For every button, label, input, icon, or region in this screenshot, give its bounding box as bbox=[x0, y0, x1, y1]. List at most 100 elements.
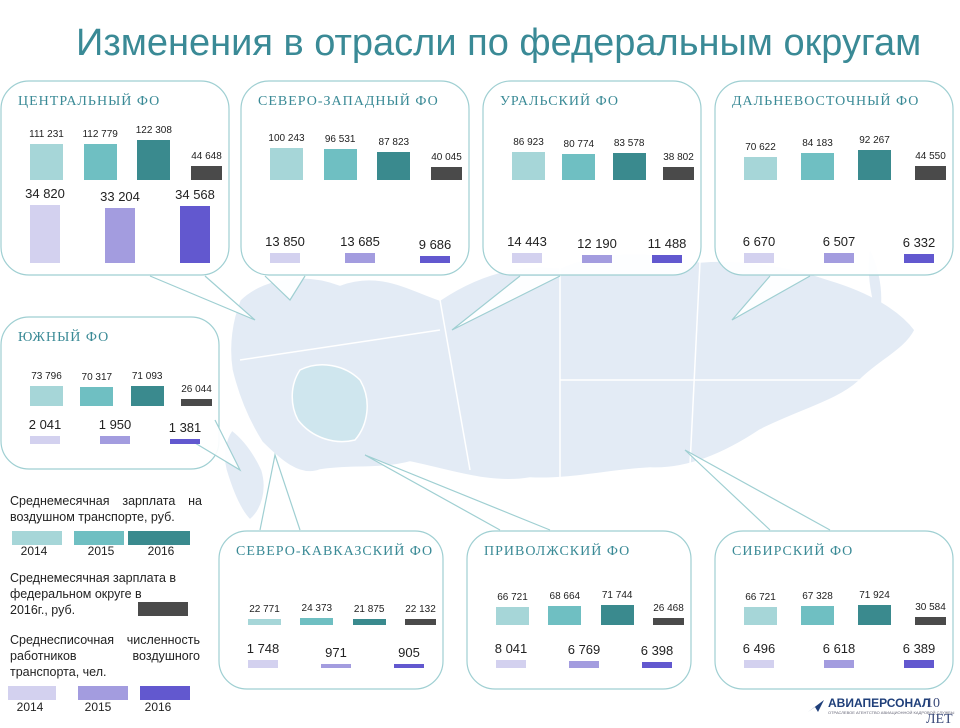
logo-subtitle: ОТРАСЛЕВОЕ АГЕНТСТВО АВИАЦИОННОЙ КАДРОВО… bbox=[828, 710, 955, 715]
balloon-3 bbox=[714, 80, 954, 276]
district-title: ЦЕНТРАЛЬНЫЙ ФО bbox=[18, 94, 161, 109]
district-title: ПРИВОЛЖСКИЙ ФО bbox=[484, 544, 631, 559]
map-volga-region bbox=[291, 364, 368, 443]
salary-bar bbox=[858, 605, 891, 625]
headcount-bar bbox=[904, 253, 934, 263]
headcount-bar bbox=[170, 438, 200, 444]
legend-district-label: Среднемесячная зарплата в федеральном ок… bbox=[10, 571, 177, 617]
headcount-bar bbox=[582, 254, 612, 263]
salary-value-label: 71 744 bbox=[601, 590, 633, 602]
salary-value-label: 21 875 bbox=[353, 603, 385, 615]
salary-value-label: 80 774 bbox=[563, 138, 595, 150]
salary-value-label: 87 823 bbox=[378, 136, 410, 148]
balloon-5 bbox=[218, 530, 444, 690]
salary-value-label: 26 468 bbox=[653, 602, 684, 614]
balloon-pointer-3 bbox=[731, 275, 811, 321]
salary-bar bbox=[496, 606, 529, 625]
headcount-value-label: 1 381 bbox=[168, 419, 202, 435]
headcount-bar bbox=[420, 256, 450, 263]
headcount-bar bbox=[744, 253, 774, 263]
headcount-value-label: 9 686 bbox=[418, 237, 452, 252]
headcount-bar bbox=[270, 253, 300, 263]
headcount-value-label: 6 769 bbox=[567, 642, 601, 658]
legend-headcount-label: Среднесписочная численность работников в… bbox=[10, 633, 200, 679]
legend-headcount-2016-year: 2016 bbox=[144, 700, 172, 714]
salary-value-label: 22 771 bbox=[249, 603, 280, 615]
headcount-bar bbox=[105, 207, 135, 263]
salary-value-label: 83 578 bbox=[613, 137, 645, 149]
salary-bar bbox=[30, 144, 63, 180]
headcount-bar bbox=[652, 255, 682, 263]
district-title: ДАЛЬНЕВОСТОЧНЫЙ ФО bbox=[732, 94, 920, 109]
balloon-pointer-0 bbox=[149, 275, 256, 321]
headcount-bar bbox=[824, 253, 854, 263]
salary-value-label: 40 045 bbox=[431, 152, 462, 164]
district-title: ЮЖНЫЙ ФО bbox=[18, 330, 110, 345]
district-panel: СЕВЕРО-КАВКАЗСКИЙ ФО 22 771 24 373 21 875 22… bbox=[218, 530, 444, 690]
salary-bar bbox=[405, 618, 436, 625]
map-grid-4 bbox=[239, 329, 441, 361]
salary-bar bbox=[300, 618, 334, 625]
legend-salary-2015-year: 2015 bbox=[87, 544, 115, 558]
salary-value-label: 44 648 bbox=[191, 150, 222, 162]
headcount-value-label: 6 496 bbox=[742, 641, 776, 657]
salary-bar bbox=[512, 151, 545, 180]
salary-bar bbox=[744, 606, 777, 625]
salary-value-label: 70 317 bbox=[81, 371, 113, 383]
salary-bar bbox=[915, 616, 946, 625]
headcount-bar bbox=[248, 660, 278, 668]
legend-salary-2014-year: 2014 bbox=[20, 544, 48, 558]
salary-bar bbox=[915, 165, 946, 180]
salary-value-label: 26 044 bbox=[181, 383, 212, 395]
salary-bar bbox=[270, 147, 303, 180]
salary-bar bbox=[83, 143, 117, 180]
headcount-value-label: 971 bbox=[325, 644, 347, 660]
page-title: Изменения в отрасли по федеральным округ… bbox=[76, 22, 922, 64]
salary-value-label: 66 721 bbox=[497, 591, 528, 603]
balloon-pointer-5 bbox=[259, 452, 301, 531]
district-panel: ЦЕНТРАЛЬНЫЙ ФО 111 231 112 779 122 308 44 64… bbox=[0, 80, 230, 276]
headcount-value-label: 1 748 bbox=[246, 641, 280, 656]
salary-value-label: 100 243 bbox=[268, 132, 305, 144]
headcount-bar bbox=[824, 660, 854, 668]
district-title: СЕВЕРО-ЗАПАДНЫЙ ФО bbox=[258, 94, 439, 109]
legend-salary-label: Среднемесячная зарплата на воздушном тра… bbox=[10, 494, 202, 524]
salary-value-label: 73 796 bbox=[31, 370, 62, 382]
salary-bar bbox=[352, 618, 386, 625]
balloon-pointer-7 bbox=[684, 449, 831, 531]
balloon-7 bbox=[714, 530, 954, 690]
salary-bar bbox=[663, 167, 694, 180]
salary-value-label: 38 802 bbox=[663, 152, 694, 164]
salary-value-label: 92 267 bbox=[859, 135, 890, 147]
salary-bar bbox=[137, 140, 171, 180]
district-panel: СЕВЕРО-ЗАПАДНЫЙ ФО 100 243 96 531 87 823 40 … bbox=[240, 80, 470, 276]
salary-value-label: 84 183 bbox=[802, 137, 833, 149]
headcount-bar bbox=[345, 253, 375, 263]
company-logo: АВИАПЕРСОНАЛ ОТРАСЛЕВОЕ АГЕНТСТВО АВИАЦИ… bbox=[806, 694, 956, 727]
salary-bar bbox=[248, 618, 281, 625]
headcount-value-label: 13 850 bbox=[265, 234, 305, 249]
balloon-pointer-4 bbox=[189, 419, 242, 472]
district-panel: СИБИРСКИЙ ФО 66 721 67 328 71 924 30 584 6 49… bbox=[714, 530, 954, 690]
logo-anniversary: 10 ЛЕТ bbox=[926, 696, 953, 727]
salary-value-label: 24 373 bbox=[301, 603, 333, 615]
headcount-bar bbox=[496, 660, 526, 668]
balloon-pointer-1 bbox=[264, 275, 306, 301]
salary-value-label: 30 584 bbox=[915, 601, 946, 613]
headcount-value-label: 12 190 bbox=[577, 235, 617, 251]
plane-icon bbox=[808, 700, 824, 712]
headcount-value-label: 6 389 bbox=[902, 641, 936, 657]
salary-value-label: 66 721 bbox=[745, 591, 776, 603]
legend-salary-2014-swatch bbox=[12, 531, 62, 545]
headcount-value-label: 6 618 bbox=[822, 641, 856, 656]
salary-bar bbox=[801, 606, 834, 625]
salary-bar bbox=[181, 398, 212, 406]
headcount-bar bbox=[100, 436, 130, 444]
headcount-bar bbox=[180, 205, 210, 263]
headcount-value-label: 6 398 bbox=[640, 642, 674, 658]
map-grid-1 bbox=[439, 299, 471, 471]
salary-value-label: 44 550 bbox=[915, 150, 946, 162]
headcount-value-label: 14 443 bbox=[507, 234, 547, 249]
salary-bar bbox=[744, 157, 777, 180]
district-panel: ПРИВОЛЖСКИЙ ФО 66 721 68 664 71 744 26 468 8 … bbox=[466, 530, 692, 690]
